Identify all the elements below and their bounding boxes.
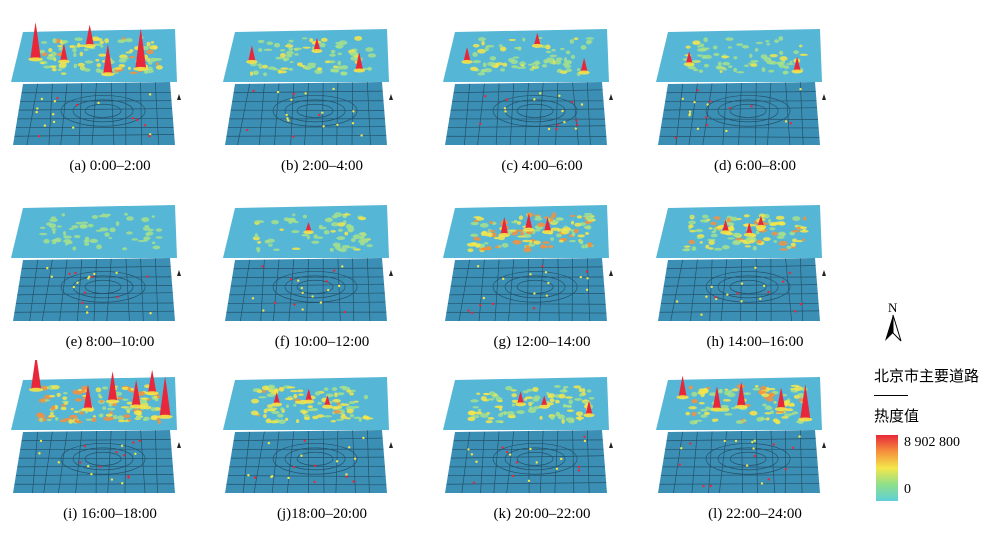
heat-surface-plane <box>223 29 389 82</box>
heat-surface-plane <box>11 205 177 258</box>
heat-peak <box>517 391 525 405</box>
panel-caption: (a) 0:00–2:00 <box>69 158 151 174</box>
heat-peak <box>463 47 471 62</box>
heat-peak <box>107 371 118 402</box>
heat-peak <box>30 360 42 390</box>
heat-peak <box>135 28 147 69</box>
heatmap-figure <box>443 377 613 494</box>
base-map-plane <box>13 258 175 321</box>
heat-peak <box>324 395 331 407</box>
road-line <box>874 395 908 396</box>
heat-peak <box>131 380 141 407</box>
heat-peak <box>543 217 552 233</box>
heatmap-panel: (i) 16:00–18:00 <box>5 360 215 530</box>
base-map-plane <box>445 430 607 493</box>
heatmap-panel: (j)18:00–20:00 <box>217 360 427 530</box>
heat-surface-plane <box>656 29 822 82</box>
base-map-plane <box>658 258 820 321</box>
heat-peak <box>712 386 722 410</box>
heat-peak <box>313 38 321 52</box>
panel-caption: (b) 2:00–4:00 <box>280 158 364 174</box>
panel-caption: (l) 22:00–24:00 <box>708 506 802 522</box>
heatmap-panel: (h) 14:00–16:00 <box>650 188 860 358</box>
heatmap-figure <box>223 377 393 494</box>
heat-peak <box>736 382 746 407</box>
heat-peak <box>722 219 730 233</box>
panel-caption: (d) 6:00–8:00 <box>713 158 797 174</box>
heat-peak <box>800 384 811 420</box>
legend: N 北京市主要道路 热度值 8 902 800 0 <box>872 295 1000 533</box>
heat-peak <box>273 392 281 405</box>
heatmap-figure <box>656 375 826 494</box>
heat-peak <box>793 56 801 72</box>
heat-peak <box>580 58 588 73</box>
heat-peak <box>585 400 593 416</box>
panel-caption: (j)18:00–20:00 <box>277 506 367 522</box>
heat-peak <box>147 370 157 394</box>
heatmap-panel: (k) 20:00–22:00 <box>437 360 647 530</box>
heatmap-panel: (l) 22:00–24:00 <box>650 360 860 530</box>
heatmap-panel: (g) 12:00–14:00 <box>437 188 647 358</box>
heatmap-panel: (e) 8:00–10:00 <box>5 188 215 358</box>
heatmap-figure <box>656 205 826 322</box>
heat-peak <box>83 384 93 410</box>
panel-caption: (h) 14:00–16:00 <box>706 334 804 350</box>
heat-peak <box>305 222 312 233</box>
heat-peak <box>500 217 509 236</box>
panel-caption: (c) 4:00–6:00 <box>501 158 583 174</box>
panel-caption: (g) 12:00–14:00 <box>493 334 591 350</box>
heat-peak <box>355 52 364 71</box>
heatmap-figure <box>656 29 826 146</box>
heatmap-figure <box>11 205 181 322</box>
heat-max-value: 8 902 800 <box>904 435 960 450</box>
heatmap-grid: (a) 0:00–2:00 (b) 2:00–4:00 (c) 4:00–6:00 (… <box>5 12 860 530</box>
base-map-plane <box>13 430 175 493</box>
heatmap-panel: (b) 2:00–4:00 <box>217 12 427 182</box>
panel-caption: (k) 20:00–22:00 <box>493 506 591 522</box>
heat-peak <box>159 376 171 417</box>
base-map-plane <box>445 82 607 145</box>
base-map-plane <box>225 258 387 321</box>
heat-peak <box>533 33 541 46</box>
heatmap-figure <box>223 205 393 322</box>
base-map-plane <box>445 258 607 321</box>
heat-peak <box>103 44 113 75</box>
heat-min-value: 0 <box>904 482 911 497</box>
heatmap-panel: (a) 0:00–2:00 <box>5 12 215 182</box>
north-arrow-icon: N <box>885 300 902 342</box>
base-map-plane <box>225 82 387 145</box>
heat-peak <box>540 395 548 407</box>
heatmap-figure <box>223 29 393 146</box>
heat-peak <box>745 222 753 235</box>
base-map-plane <box>658 430 820 493</box>
heat-colorbar <box>876 435 898 501</box>
heat-peak <box>776 387 786 410</box>
heat-peak <box>678 375 687 398</box>
heat-title: 热度值 <box>874 407 920 425</box>
heatmap-figure <box>11 22 181 146</box>
road-title: 北京市主要道路 <box>874 367 980 385</box>
heat-peak <box>525 213 533 230</box>
heat-peak <box>60 43 68 62</box>
heat-peak <box>85 24 94 47</box>
panel-caption: (e) 8:00–10:00 <box>65 334 155 350</box>
heatmap-figure <box>443 29 613 146</box>
heatmap-figure <box>11 360 181 494</box>
panel-caption: (f) 10:00–12:00 <box>274 334 370 350</box>
heatmap-panel: (c) 4:00–6:00 <box>437 12 647 182</box>
heat-peak <box>305 388 313 402</box>
heat-peak <box>30 22 41 60</box>
panel-caption: (i) 16:00–18:00 <box>63 506 157 522</box>
heatmap-panel: (f) 10:00–12:00 <box>217 188 427 358</box>
heatmap-panel: (d) 6:00–8:00 <box>650 12 860 182</box>
heat-peak <box>685 51 693 65</box>
svg-text:N: N <box>888 300 898 315</box>
heat-peak <box>757 215 765 227</box>
heat-peak <box>248 45 256 62</box>
heatmap-figure <box>443 205 613 322</box>
